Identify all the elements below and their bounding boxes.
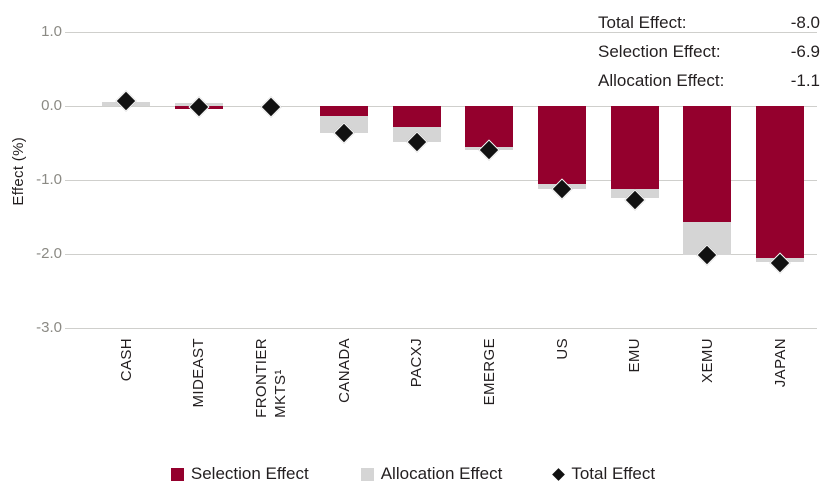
x-axis-category-label: CANADA <box>335 338 353 403</box>
legend-item: Selection Effect <box>170 464 309 484</box>
legend-label: Total Effect <box>571 464 656 483</box>
chart-legend: Selection Effect Allocation Effect Total E… <box>0 464 826 484</box>
gridline <box>65 180 817 181</box>
y-tick-label: -3.0 <box>36 319 62 336</box>
x-axis-category-label: XEMU <box>698 338 716 383</box>
summary-stat-label: Total Effect: <box>598 12 687 32</box>
selection-bar-segment <box>683 106 732 223</box>
total-effect-marker <box>260 96 282 119</box>
gridline <box>65 32 817 33</box>
x-axis-category-label: CASH <box>117 338 135 382</box>
y-tick-label: 0.0 <box>41 97 62 114</box>
summary-stats: Total Effect: -8.0 Selection Effect: -6.9 Al… <box>598 8 820 95</box>
y-tick-label: -2.0 <box>36 245 62 262</box>
legend-diamond-icon <box>552 467 566 481</box>
summary-stat-value: -8.0 <box>790 12 820 32</box>
gridline <box>65 254 817 255</box>
summary-stat-row: Selection Effect: -6.9 <box>598 37 820 66</box>
summary-stat-row: Allocation Effect: -1.1 <box>598 66 820 95</box>
summary-stat-label: Allocation Effect: <box>598 70 725 90</box>
summary-stat-value: -6.9 <box>790 41 820 61</box>
legend-square-icon <box>170 467 184 481</box>
summary-stat-value: -1.1 <box>790 70 820 90</box>
selection-bar-segment <box>610 106 659 189</box>
selection-bar-segment <box>392 106 441 127</box>
x-axis-category-label: JAPAN <box>771 338 789 388</box>
legend-item: Allocation Effect <box>360 464 503 484</box>
gridline <box>65 328 817 329</box>
selection-bar-segment <box>538 106 586 185</box>
legend-label: Allocation Effect <box>380 464 503 483</box>
y-tick-label: -1.0 <box>36 171 62 188</box>
summary-stat-row: Total Effect: -8.0 <box>598 8 820 37</box>
gridline <box>65 106 817 107</box>
total-effect-marker <box>115 90 137 112</box>
summary-stat-label: Selection Effect: <box>598 41 721 61</box>
y-tick-label: 1.0 <box>41 23 62 40</box>
x-axis-category-label: MIDEAST <box>190 338 208 408</box>
total-effect-marker <box>188 96 210 118</box>
x-axis-category-label: EMERGE <box>480 338 498 406</box>
legend-label: Selection Effect <box>190 464 309 483</box>
selection-bar-segment <box>320 106 368 117</box>
selection-bar-segment <box>756 106 804 259</box>
x-axis-category-label: EMU <box>626 338 644 373</box>
x-axis-category-label: US <box>553 338 571 360</box>
x-axis-category-label: FRONTIER MKTS¹ <box>253 338 290 418</box>
legend-item: Total Effect <box>552 464 656 484</box>
x-axis-category-label: PACXJ <box>408 338 426 388</box>
legend-square-icon <box>360 467 374 481</box>
